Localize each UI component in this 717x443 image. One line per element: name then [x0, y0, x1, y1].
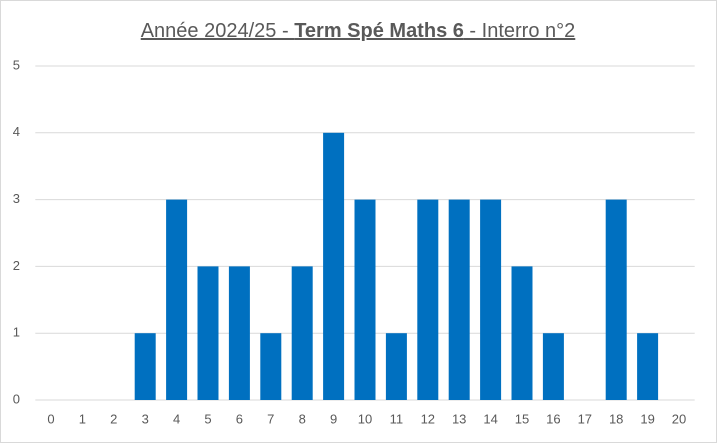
x-tick-label: 1: [79, 411, 86, 426]
x-tick-label: 14: [483, 411, 497, 426]
bar: [323, 132, 345, 401]
bar: [542, 333, 564, 400]
y-tick-label: 2: [13, 258, 20, 273]
bar: [637, 333, 659, 400]
bar: [134, 333, 156, 400]
x-tick-label: 7: [267, 411, 274, 426]
x-tick-label: 9: [330, 411, 337, 426]
x-tick-label: 4: [173, 411, 180, 426]
y-tick-label: 3: [13, 191, 20, 206]
x-tick-label: 2: [110, 411, 117, 426]
title-part: Année 2024/25 -: [141, 20, 294, 42]
bar: [166, 199, 188, 400]
y-tick-label: 1: [13, 325, 20, 340]
bar: [605, 199, 627, 400]
bar: [511, 266, 533, 400]
y-tick-label: 5: [13, 57, 20, 72]
y-tick-label: 0: [13, 391, 20, 406]
x-tick-label: 17: [578, 411, 592, 426]
x-tick-label: 12: [421, 411, 435, 426]
x-tick-label: 19: [640, 411, 654, 426]
x-tick-label: 5: [204, 411, 211, 426]
bar: [197, 266, 219, 400]
x-tick-label: 10: [358, 411, 372, 426]
x-tick-label: 6: [236, 411, 243, 426]
bar: [385, 333, 407, 400]
bar: [417, 199, 439, 400]
chart-title: Année 2024/25 - Term Spé Maths 6 - Inter…: [141, 20, 576, 42]
bar: [448, 199, 470, 400]
x-tick-label: 18: [609, 411, 623, 426]
x-tick-label: 20: [672, 411, 686, 426]
title-part: Term Spé Maths 6: [294, 20, 464, 42]
bar: [480, 199, 502, 400]
bar: [228, 266, 250, 400]
x-tick-label: 13: [452, 411, 466, 426]
x-tick-label: 3: [142, 411, 149, 426]
bar: [354, 199, 376, 400]
y-tick-label: 4: [13, 124, 20, 139]
x-tick-label: 15: [515, 411, 529, 426]
x-tick-label: 11: [390, 411, 404, 426]
x-tick-label: 16: [546, 411, 560, 426]
x-tick-label: 8: [299, 411, 306, 426]
bar: [291, 266, 313, 400]
title-part: - Interro n°2: [464, 20, 575, 42]
bar: [260, 333, 282, 400]
x-tick-label: 0: [47, 411, 54, 426]
